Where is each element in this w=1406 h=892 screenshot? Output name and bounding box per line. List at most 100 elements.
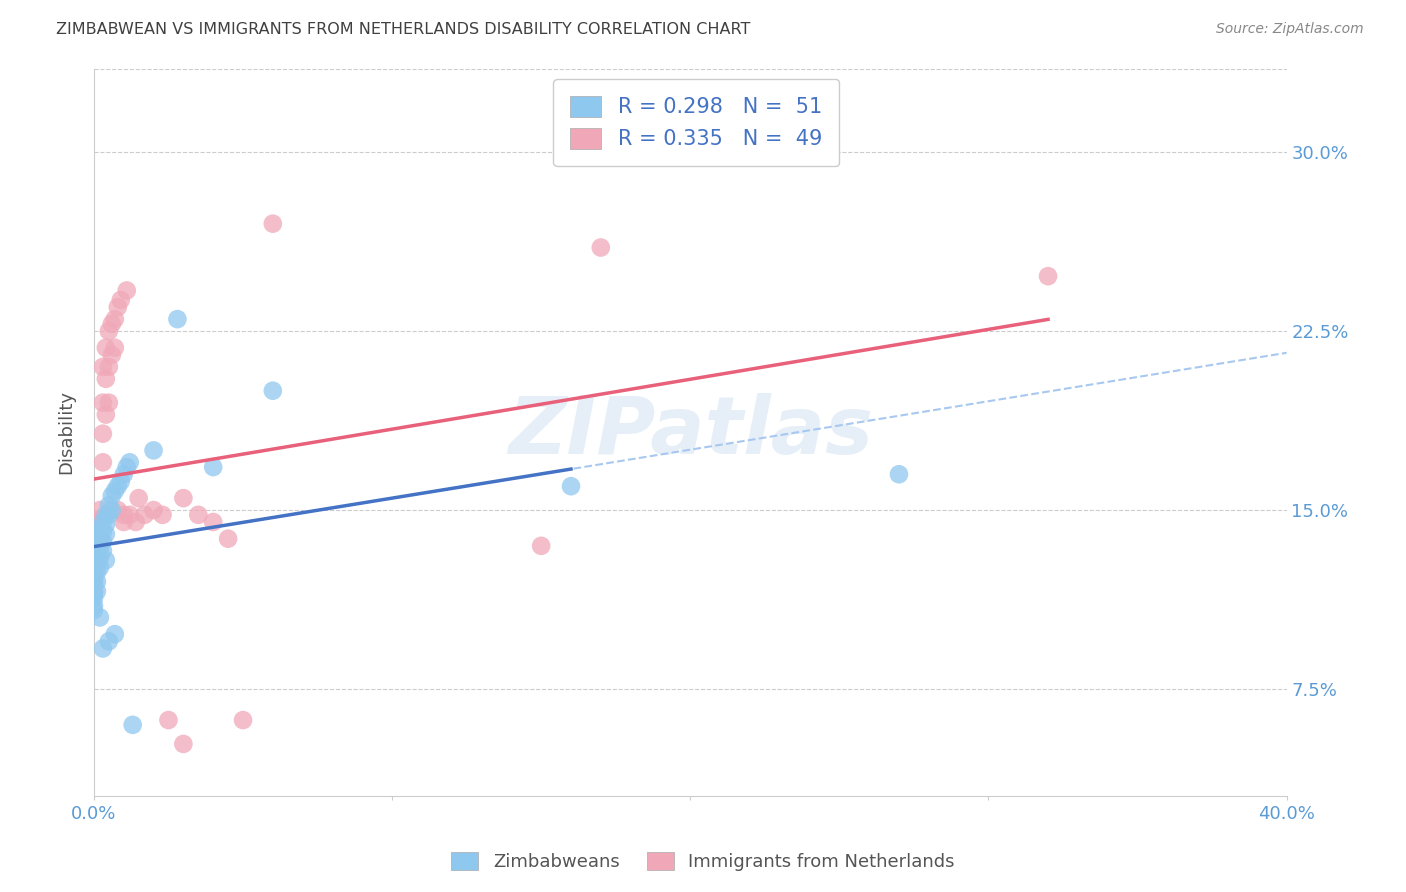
- Text: ZIMBABWEAN VS IMMIGRANTS FROM NETHERLANDS DISABILITY CORRELATION CHART: ZIMBABWEAN VS IMMIGRANTS FROM NETHERLAND…: [56, 22, 751, 37]
- Point: [1036, 269, 1059, 284]
- Point: [887, 467, 910, 482]
- Point: [97, 498, 120, 512]
- Point: [89, 541, 111, 556]
- Point: [262, 384, 284, 398]
- Point: [94, 372, 117, 386]
- Point: [97, 634, 120, 648]
- Point: [86, 546, 108, 560]
- Point: [89, 513, 111, 527]
- Point: [94, 508, 117, 522]
- Point: [91, 515, 114, 529]
- Point: [112, 467, 135, 482]
- Point: [142, 503, 165, 517]
- Point: [107, 503, 129, 517]
- Point: [83, 556, 105, 570]
- Point: [112, 508, 135, 522]
- Point: [104, 341, 127, 355]
- Point: [97, 508, 120, 522]
- Point: [118, 508, 141, 522]
- Point: [101, 489, 124, 503]
- Point: [89, 532, 111, 546]
- Point: [83, 565, 105, 579]
- Point: [589, 240, 612, 254]
- Point: [91, 543, 114, 558]
- Point: [91, 641, 114, 656]
- Point: [86, 565, 108, 579]
- Point: [172, 491, 194, 505]
- Point: [83, 586, 105, 600]
- Point: [101, 503, 124, 517]
- Point: [89, 560, 111, 574]
- Point: [560, 479, 582, 493]
- Point: [83, 572, 105, 586]
- Point: [86, 536, 108, 550]
- Point: [91, 359, 114, 374]
- Point: [83, 599, 105, 613]
- Point: [86, 574, 108, 589]
- Point: [107, 479, 129, 493]
- Point: [83, 591, 105, 606]
- Point: [83, 584, 105, 599]
- Point: [152, 508, 174, 522]
- Point: [89, 532, 111, 546]
- Point: [118, 455, 141, 469]
- Point: [89, 550, 111, 565]
- Point: [89, 610, 111, 624]
- Point: [262, 217, 284, 231]
- Point: [107, 300, 129, 314]
- Point: [202, 515, 225, 529]
- Legend: R = 0.298   N =  51, R = 0.335   N =  49: R = 0.298 N = 51, R = 0.335 N = 49: [554, 78, 839, 166]
- Point: [115, 284, 138, 298]
- Point: [217, 532, 239, 546]
- Text: ZIPatlas: ZIPatlas: [508, 393, 873, 472]
- Point: [83, 574, 105, 589]
- Point: [97, 359, 120, 374]
- Point: [124, 515, 146, 529]
- Point: [110, 475, 132, 489]
- Point: [89, 522, 111, 536]
- Point: [91, 426, 114, 441]
- Point: [104, 483, 127, 498]
- Point: [86, 584, 108, 599]
- Point: [83, 553, 105, 567]
- Legend: Zimbabweans, Immigrants from Netherlands: Zimbabweans, Immigrants from Netherlands: [444, 845, 962, 879]
- Point: [94, 517, 117, 532]
- Point: [104, 312, 127, 326]
- Point: [86, 527, 108, 541]
- Point: [202, 460, 225, 475]
- Point: [86, 536, 108, 550]
- Point: [134, 508, 156, 522]
- Text: Source: ZipAtlas.com: Source: ZipAtlas.com: [1216, 22, 1364, 37]
- Point: [101, 348, 124, 362]
- Point: [530, 539, 553, 553]
- Point: [94, 553, 117, 567]
- Point: [115, 460, 138, 475]
- Point: [104, 627, 127, 641]
- Point: [83, 577, 105, 591]
- Point: [94, 341, 117, 355]
- Point: [232, 713, 254, 727]
- Point: [86, 556, 108, 570]
- Point: [97, 395, 120, 409]
- Point: [110, 293, 132, 307]
- Point: [121, 718, 143, 732]
- Point: [172, 737, 194, 751]
- Point: [86, 546, 108, 560]
- Point: [89, 522, 111, 536]
- Point: [166, 312, 188, 326]
- Point: [83, 563, 105, 577]
- Point: [128, 491, 150, 505]
- Point: [94, 527, 117, 541]
- Point: [187, 508, 209, 522]
- Point: [101, 317, 124, 331]
- Point: [91, 524, 114, 539]
- Point: [83, 558, 105, 572]
- Point: [94, 408, 117, 422]
- Point: [91, 395, 114, 409]
- Point: [91, 534, 114, 549]
- Point: [83, 603, 105, 617]
- Point: [86, 527, 108, 541]
- Point: [97, 324, 120, 338]
- Point: [112, 515, 135, 529]
- Point: [83, 549, 105, 563]
